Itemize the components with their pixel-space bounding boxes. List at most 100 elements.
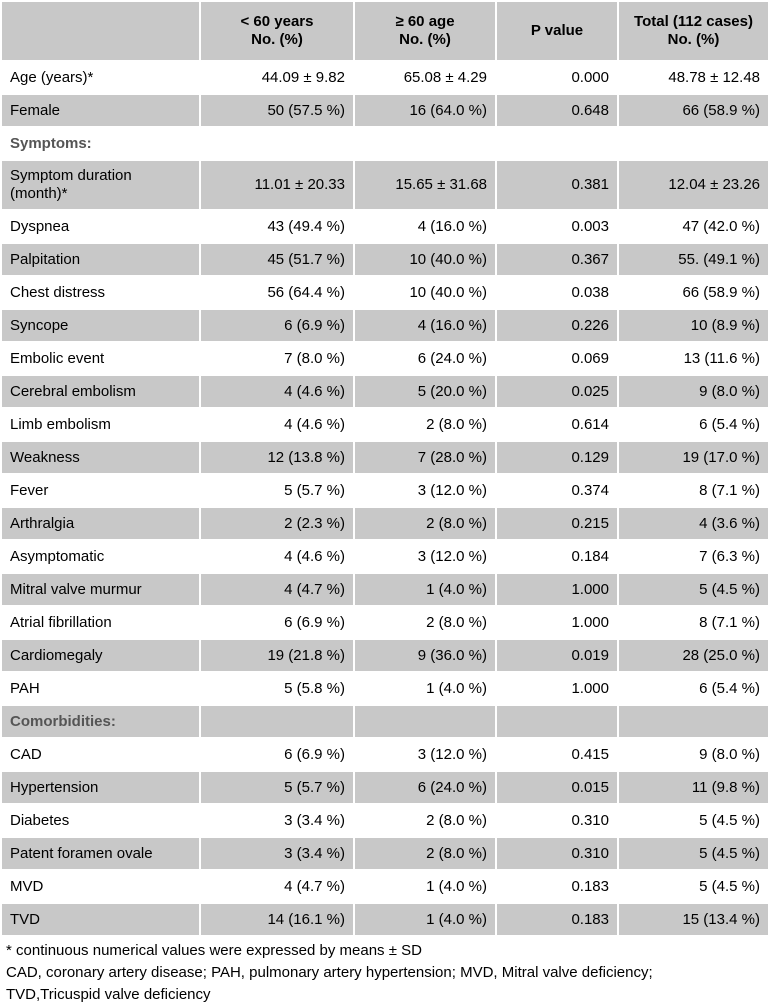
abbreviations-note: CAD, coronary artery disease; PAH, pulmo… (6, 964, 653, 981)
data-table: < 60 years No. (%) ≥ 60 age No. (%) P valu… (0, 0, 768, 937)
header-line2: No. (%) (251, 31, 303, 48)
header-cell: Total (112 cases) No. (%) (617, 0, 768, 62)
table-row: Palpitation 45 (51.7 %) 10 (40.0 %) 0.367 55… (0, 242, 768, 277)
table-cell: 0.226 (495, 308, 619, 343)
table-cell: 11 (9.8 %) (617, 770, 768, 805)
table-cell: 2 (8.0 %) (353, 407, 497, 442)
table-cell: 10 (40.0 %) (353, 242, 497, 277)
table-cell (617, 126, 768, 161)
table-cell: 48.78 ± 12.48 (617, 60, 768, 95)
header-cell (0, 0, 201, 62)
table-cell: 4 (16.0 %) (353, 209, 497, 244)
row-label: Patent foramen ovale (0, 836, 201, 871)
table-cell: 6 (24.0 %) (353, 341, 497, 376)
table-cell: 19 (17.0 %) (617, 440, 768, 475)
table-cell: 28 (25.0 %) (617, 638, 768, 673)
table-cell: 12 (13.8 %) (199, 440, 355, 475)
table-cell: 1 (4.0 %) (353, 572, 497, 607)
table-row: Weakness 12 (13.8 %) 7 (28.0 %) 0.129 19 (17… (0, 440, 768, 475)
table-cell: 7 (6.3 %) (617, 539, 768, 574)
table-row: Hypertension 5 (5.7 %) 6 (24.0 %) 0.015 11 (… (0, 770, 768, 805)
table-row: Diabetes 3 (3.4 %) 2 (8.0 %) 0.310 5 (4.5 %) (0, 803, 768, 838)
row-label: MVD (0, 869, 201, 904)
table-row: Atrial fibrillation 6 (6.9 %) 2 (8.0 %) 1.0… (0, 605, 768, 640)
table-cell: 10 (40.0 %) (353, 275, 497, 310)
table-cell: 5 (4.5 %) (617, 869, 768, 904)
table-cell: 1 (4.0 %) (353, 902, 497, 937)
row-label: Asymptomatic (0, 539, 201, 574)
table-cell: 4 (4.6 %) (199, 374, 355, 409)
header-cell: P value (495, 0, 619, 62)
header-row: < 60 years No. (%) ≥ 60 age No. (%) P valu… (0, 0, 768, 62)
table-row: Syncope 6 (6.9 %) 4 (16.0 %) 0.226 10 (8.9 %… (0, 308, 768, 343)
table-cell: 45 (51.7 %) (199, 242, 355, 277)
abbreviations-note: TVD,Tricuspid valve deficiency (6, 986, 211, 1003)
table-cell: 2 (8.0 %) (353, 605, 497, 640)
row-label: Dyspnea (0, 209, 201, 244)
table-cell: 2 (8.0 %) (353, 506, 497, 541)
section-row: Comorbidities: (0, 704, 768, 739)
table-cell: 1 (4.0 %) (353, 671, 497, 706)
table-cell: 0.381 (495, 159, 619, 211)
table-cell: 19 (21.8 %) (199, 638, 355, 673)
header-line2: No. (%) (667, 31, 720, 48)
row-label: TVD (0, 902, 201, 937)
row-label: Palpitation (0, 242, 201, 277)
table-row: CAD 6 (6.9 %) 3 (12.0 %) 0.415 9 (8.0 %) (0, 737, 768, 772)
table-cell: 2 (8.0 %) (353, 836, 497, 871)
table-row: Female 50 (57.5 %) 16 (64.0 %) 0.648 66 (58.… (0, 93, 768, 128)
header-line1: Total (112 cases) (634, 13, 753, 30)
header-line1: P value (530, 22, 584, 39)
table-cell: 43 (49.4 %) (199, 209, 355, 244)
footnote: * continuous numerical values were expre… (6, 942, 422, 959)
table-cell: 56 (64.4 %) (199, 275, 355, 310)
header-line1: ≥ 60 age (395, 13, 455, 30)
table-cell (617, 704, 768, 739)
row-label: Cerebral embolism (0, 374, 201, 409)
table-cell: 7 (28.0 %) (353, 440, 497, 475)
row-label: PAH (0, 671, 201, 706)
table-row: TVD 14 (16.1 %) 1 (4.0 %) 0.183 15 (13.4 %) (0, 902, 768, 937)
table-cell: 9 (8.0 %) (617, 374, 768, 409)
table-cell: 3 (12.0 %) (353, 539, 497, 574)
row-label: Female (0, 93, 201, 128)
table-cell: 0.183 (495, 902, 619, 937)
table-cell: 15 (13.4 %) (617, 902, 768, 937)
table-cell: 9 (36.0 %) (353, 638, 497, 673)
table-row: Cerebral embolism 4 (4.6 %) 5 (20.0 %) 0.02… (0, 374, 768, 409)
row-label: Symptoms: (0, 126, 201, 161)
row-label: Mitral valve murmur (0, 572, 201, 607)
row-label: Weakness (0, 440, 201, 475)
table-cell: 55. (49.1 %) (617, 242, 768, 277)
table-cell: 1 (4.0 %) (353, 869, 497, 904)
table-cell: 0.015 (495, 770, 619, 805)
table-row: Symptom duration (month)* 11.01 ± 20.33 15… (0, 159, 768, 211)
table-cell: 5 (5.8 %) (199, 671, 355, 706)
table-row: Embolic event 7 (8.0 %) 6 (24.0 %) 0.069 13 … (0, 341, 768, 376)
table-cell: 6 (6.9 %) (199, 605, 355, 640)
table-cell: 0.003 (495, 209, 619, 244)
header-cell: ≥ 60 age No. (%) (353, 0, 497, 62)
table-row: Fever 5 (5.7 %) 3 (12.0 %) 0.374 8 (7.1 %) (0, 473, 768, 508)
table-row: MVD 4 (4.7 %) 1 (4.0 %) 0.183 5 (4.5 %) (0, 869, 768, 904)
row-label: Symptom duration (month)* (0, 159, 201, 211)
table-cell: 6 (6.9 %) (199, 737, 355, 772)
table-cell: 0.648 (495, 93, 619, 128)
table-cell: 10 (8.9 %) (617, 308, 768, 343)
table-cell: 47 (42.0 %) (617, 209, 768, 244)
table-cell: 5 (4.5 %) (617, 572, 768, 607)
row-label: Hypertension (0, 770, 201, 805)
table-cell: 0.184 (495, 539, 619, 574)
table-cell: 2 (2.3 %) (199, 506, 355, 541)
table-body: Age (years)* 44.09 ± 9.82 65.08 ± 4.29 0.00… (0, 60, 768, 937)
table-cell (353, 126, 497, 161)
table-cell: 0.183 (495, 869, 619, 904)
table-cell: 5 (4.5 %) (617, 836, 768, 871)
table-cell (495, 704, 619, 739)
table-cell: 65.08 ± 4.29 (353, 60, 497, 95)
table-row: Dyspnea 43 (49.4 %) 4 (16.0 %) 0.003 47 (42.… (0, 209, 768, 244)
table-cell: 8 (7.1 %) (617, 605, 768, 640)
table-cell: 1.000 (495, 605, 619, 640)
table-cell: 11.01 ± 20.33 (199, 159, 355, 211)
table-cell: 5 (4.5 %) (617, 803, 768, 838)
